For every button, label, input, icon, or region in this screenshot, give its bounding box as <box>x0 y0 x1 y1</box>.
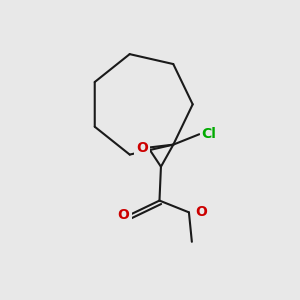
Text: Cl: Cl <box>202 127 217 141</box>
Text: O: O <box>136 141 148 154</box>
Text: O: O <box>118 208 130 222</box>
Text: O: O <box>195 206 207 219</box>
